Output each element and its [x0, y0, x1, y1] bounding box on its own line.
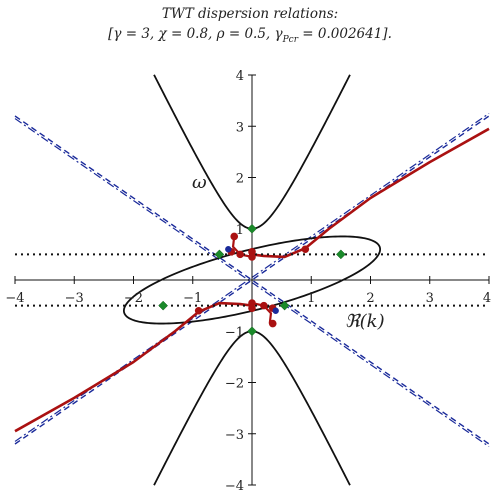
point-red — [301, 245, 310, 254]
chart-title-subscript: Pcr — [282, 35, 299, 45]
point-blue — [272, 307, 279, 314]
branch-red-lower — [14, 301, 253, 433]
point-green — [158, 300, 168, 311]
branch-red-loop-lower — [251, 301, 273, 324]
point-green — [247, 223, 257, 234]
x-tick-label: −4 — [5, 291, 24, 306]
point-red — [236, 250, 244, 259]
x-tick-label: −3 — [65, 291, 84, 306]
y-tick-label: 4 — [236, 69, 244, 84]
point-blue — [225, 246, 232, 253]
x-tick-label: −2 — [124, 291, 143, 306]
point-red — [248, 304, 256, 312]
point-red — [230, 232, 239, 241]
asymptote-blue-dash-1 — [14, 115, 490, 445]
chart-title-line2: [γ = 3, χ = 0.8, ρ = 0.5, γPcr = 0.00264… — [108, 26, 392, 45]
y-tick-label: −2 — [225, 377, 244, 392]
branch-red-upper — [251, 127, 490, 259]
chart-title-params-end: = 0.002641]. — [298, 26, 392, 42]
chart-title-params: [γ = 3, χ = 0.8, ρ = 0.5, γ — [108, 26, 283, 42]
point-green — [214, 249, 225, 260]
y-tick-label: −4 — [225, 479, 244, 494]
y-tick-label: −3 — [225, 428, 244, 443]
x-tick-label: 2 — [366, 291, 374, 306]
point-red — [248, 253, 256, 261]
ellipse-curve — [122, 235, 382, 325]
y-tick-label: 3 — [236, 120, 244, 135]
x-axis-label: ℜ(k) — [345, 311, 385, 332]
y-tick-label: −1 — [225, 325, 244, 340]
point-green — [336, 249, 346, 260]
point-red — [260, 301, 268, 310]
x-tick-label: 1 — [307, 291, 315, 306]
asymptote-blue-dash-2 — [14, 115, 490, 445]
chart-title-line1: TWT dispersion relations: — [162, 6, 338, 22]
y-axis-label: ω — [192, 172, 207, 193]
branch-red-loop-upper — [231, 236, 253, 259]
x-tick-label: 4 — [483, 291, 491, 306]
x-tick-label: −1 — [183, 291, 202, 306]
x-tick-label: 3 — [426, 291, 434, 306]
y-tick-label: 2 — [236, 172, 244, 187]
point-green — [247, 326, 257, 337]
point-green — [279, 300, 290, 311]
point-red — [268, 319, 277, 328]
markers-layer — [158, 223, 346, 337]
y-tick-label: 1 — [236, 223, 244, 238]
point-red — [194, 306, 203, 315]
axes-layer: −4 −3 −2 −1 1 2 3 4 −4 −3 −2 −1 1 2 3 4 — [5, 69, 491, 494]
